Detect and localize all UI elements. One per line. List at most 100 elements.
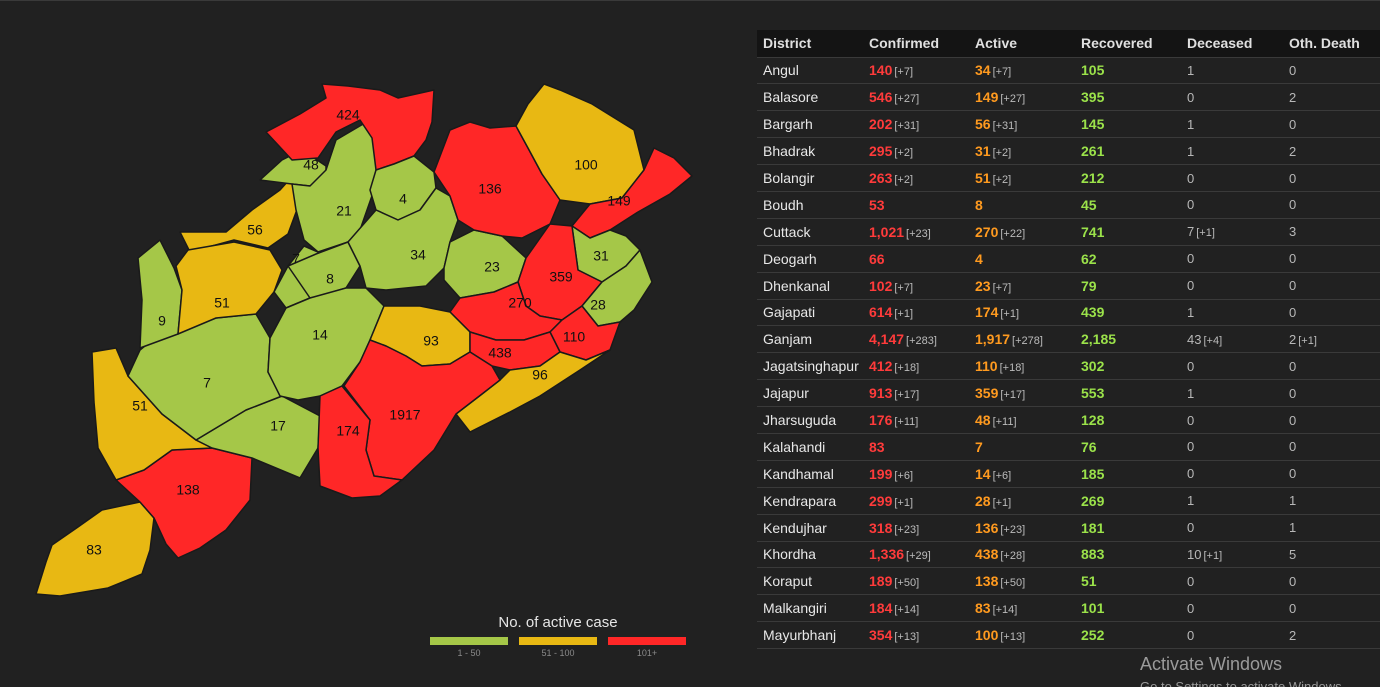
district-value-label: 14 — [312, 327, 328, 343]
cell-active: 14 [+6] — [969, 459, 1075, 488]
header-deceased[interactable]: Deceased — [1181, 30, 1283, 57]
table-row[interactable]: Bolangir 263 [+2] 51 [+2] 212 0 0 — [757, 164, 1380, 192]
cell-district: Angul — [757, 56, 863, 84]
cell-deceased: 0 — [1181, 190, 1283, 219]
cell-confirmed-delta: [+7] — [894, 281, 914, 294]
district-value-label: 359 — [549, 269, 573, 285]
table-row[interactable]: Kandhamal 199 [+6] 14 [+6] 185 0 0 — [757, 459, 1380, 488]
district-value-label: 93 — [423, 333, 439, 349]
cell-recovered-value: 741 — [1081, 223, 1105, 240]
cell-deceased-value: 7 — [1187, 224, 1195, 240]
cell-oth-death-value: 2 — [1289, 89, 1297, 105]
cell-district-value: Kalahandi — [763, 438, 826, 455]
district-region-nuapada[interactable] — [137, 239, 183, 349]
table-row[interactable]: Ganjam 4,147 [+283] 1,917 [+278] 2,185 43 [+4] 2… — [757, 325, 1380, 353]
cell-oth-death: 0 — [1283, 352, 1380, 380]
cell-confirmed-delta: [+2] — [894, 174, 914, 186]
table-row[interactable]: Jharsuguda 176 [+11] 48 [+11] 128 0 0 — [757, 406, 1380, 434]
table-row[interactable]: Bargarh 202 [+31] 56 [+31] 145 1 0 — [757, 110, 1380, 138]
cell-district-value: Jajapur — [763, 385, 809, 402]
district-region-nabarangpur[interactable] — [91, 347, 213, 481]
cell-oth-death-value: 0 — [1289, 466, 1297, 482]
legend-item: 51 - 100 — [519, 637, 597, 658]
table-row[interactable]: Jajapur 913 [+17] 359 [+17] 553 1 0 — [757, 379, 1380, 407]
cell-active-value: 359 — [975, 385, 999, 402]
cell-recovered: 128 — [1075, 406, 1181, 434]
cell-district-value: Angul — [763, 62, 799, 79]
cell-active: 56 [+31] — [969, 110, 1075, 138]
district-value-label: 174 — [336, 423, 360, 439]
district-region-angul[interactable] — [347, 187, 459, 291]
table-row[interactable]: Kalahandi 83 7 76 0 0 — [757, 432, 1380, 461]
cell-active-delta: [+50] — [1000, 577, 1026, 590]
district-value-label: 31 — [593, 248, 609, 264]
table-row[interactable]: Dhenkanal 102 [+7] 23 [+7] 79 0 0 — [757, 271, 1380, 300]
cell-recovered: 145 — [1075, 110, 1181, 138]
legend-label: 51 - 100 — [541, 648, 575, 658]
cell-active-value: 136 — [975, 519, 999, 536]
table-row[interactable]: Angul 140 [+7] 34 [+7] 105 1 0 — [757, 56, 1380, 84]
header-district[interactable]: District — [757, 30, 863, 57]
cell-confirmed-value: 4,147 — [869, 331, 905, 348]
district-region-bolangir[interactable] — [175, 241, 283, 335]
cell-district: Kandhamal — [757, 459, 863, 488]
cell-recovered-value: 79 — [1081, 277, 1097, 294]
district-value-label: 96 — [532, 367, 548, 383]
cell-confirmed-value: 189 — [869, 573, 893, 590]
cell-recovered-value: 51 — [1081, 573, 1097, 590]
table-row[interactable]: Gajapati 614 [+1] 174 [+1] 439 1 0 — [757, 298, 1380, 326]
cell-deceased: 1 — [1181, 298, 1283, 326]
cell-confirmed: 102 [+7] — [863, 271, 969, 300]
cell-active-value: 149 — [975, 89, 999, 106]
header-oth-death[interactable]: Oth. Death — [1283, 30, 1380, 57]
cell-district: Dhenkanal — [757, 271, 863, 300]
header-active[interactable]: Active — [969, 30, 1075, 57]
cell-recovered-value: 2,185 — [1081, 331, 1117, 348]
cell-oth-death-value: 5 — [1289, 546, 1297, 562]
table-row[interactable]: Koraput 189 [+50] 138 [+50] 51 0 0 — [757, 567, 1380, 595]
table-row[interactable]: Khordha 1,336 [+29] 438 [+28] 883 10 [+1] 5 — [757, 540, 1380, 568]
odisha-district-map: 83 138 51 17 7 9 56 51 48 21 424 4 7 8 14 34 23 136 100 149… — [35, 83, 693, 597]
district-region-malkangiri[interactable] — [35, 501, 155, 597]
table-row[interactable]: Kendujhar 318 [+23] 136 [+23] 181 0 1 — [757, 513, 1380, 542]
cell-oth-death-value: 1 — [1289, 493, 1297, 509]
cell-deceased-delta: [+1] — [1196, 227, 1215, 240]
cell-oth-death: 2 [+1] — [1283, 325, 1380, 353]
table-row[interactable]: Kendrapara 299 [+1] 28 [+1] 269 1 1 — [757, 486, 1380, 515]
cell-active: 438 [+28] — [969, 540, 1075, 568]
table-row[interactable]: Mayurbhanj 354 [+13] 100 [+13] 252 0 2 — [757, 621, 1380, 650]
cell-active-delta: [+28] — [1000, 550, 1026, 563]
cell-oth-death-value: 1 — [1289, 520, 1297, 536]
table-row[interactable]: Boudh 53 8 45 0 0 — [757, 190, 1380, 219]
cell-active-delta: [+1] — [992, 496, 1012, 509]
cell-active-delta: [+2] — [992, 174, 1012, 186]
cell-confirmed-delta: [+14] — [894, 604, 920, 617]
cell-active-delta: [+13] — [1000, 631, 1026, 644]
header-confirmed[interactable]: Confirmed — [863, 30, 969, 57]
table-row[interactable]: Balasore 546 [+27] 149 [+27] 395 0 2 — [757, 83, 1380, 111]
cell-district-value: Malkangiri — [763, 600, 827, 617]
cell-district: Mayurbhanj — [757, 621, 863, 650]
cell-district-value: Bhadrak — [763, 143, 816, 160]
cell-oth-death-value: 0 — [1289, 412, 1297, 428]
cell-oth-death-value: 0 — [1289, 197, 1297, 213]
header-recovered[interactable]: Recovered — [1075, 30, 1181, 57]
cell-active-delta: [+278] — [1012, 335, 1043, 348]
district-region-ganjam[interactable] — [343, 339, 501, 481]
table-row[interactable]: Cuttack 1,021 [+23] 270 [+22] 741 7 [+1] 3 — [757, 217, 1380, 246]
district-region-gajapati[interactable] — [317, 385, 403, 499]
table-row[interactable]: Deogarh 66 4 62 0 0 — [757, 244, 1380, 273]
cell-confirmed-value: 184 — [869, 600, 893, 617]
cell-district: Gajapati — [757, 298, 863, 326]
cell-district: Koraput — [757, 567, 863, 595]
cell-confirmed-value: 202 — [869, 116, 893, 133]
table-row[interactable]: Jagatsinghapur 412 [+18] 110 [+18] 302 0 0 — [757, 352, 1380, 380]
cell-recovered-value: 302 — [1081, 358, 1105, 375]
cell-confirmed: 189 [+50] — [863, 567, 969, 595]
watermark-subtitle: Go to Settings to activate Windows. — [1140, 679, 1346, 687]
district-region-sundargarh[interactable] — [265, 83, 435, 171]
table-row[interactable]: Malkangiri 184 [+14] 83 [+14] 101 0 0 — [757, 594, 1380, 622]
cell-recovered-value: 395 — [1081, 89, 1105, 106]
cell-active-value: 34 — [975, 62, 991, 79]
table-row[interactable]: Bhadrak 295 [+2] 31 [+2] 261 1 2 — [757, 137, 1380, 165]
